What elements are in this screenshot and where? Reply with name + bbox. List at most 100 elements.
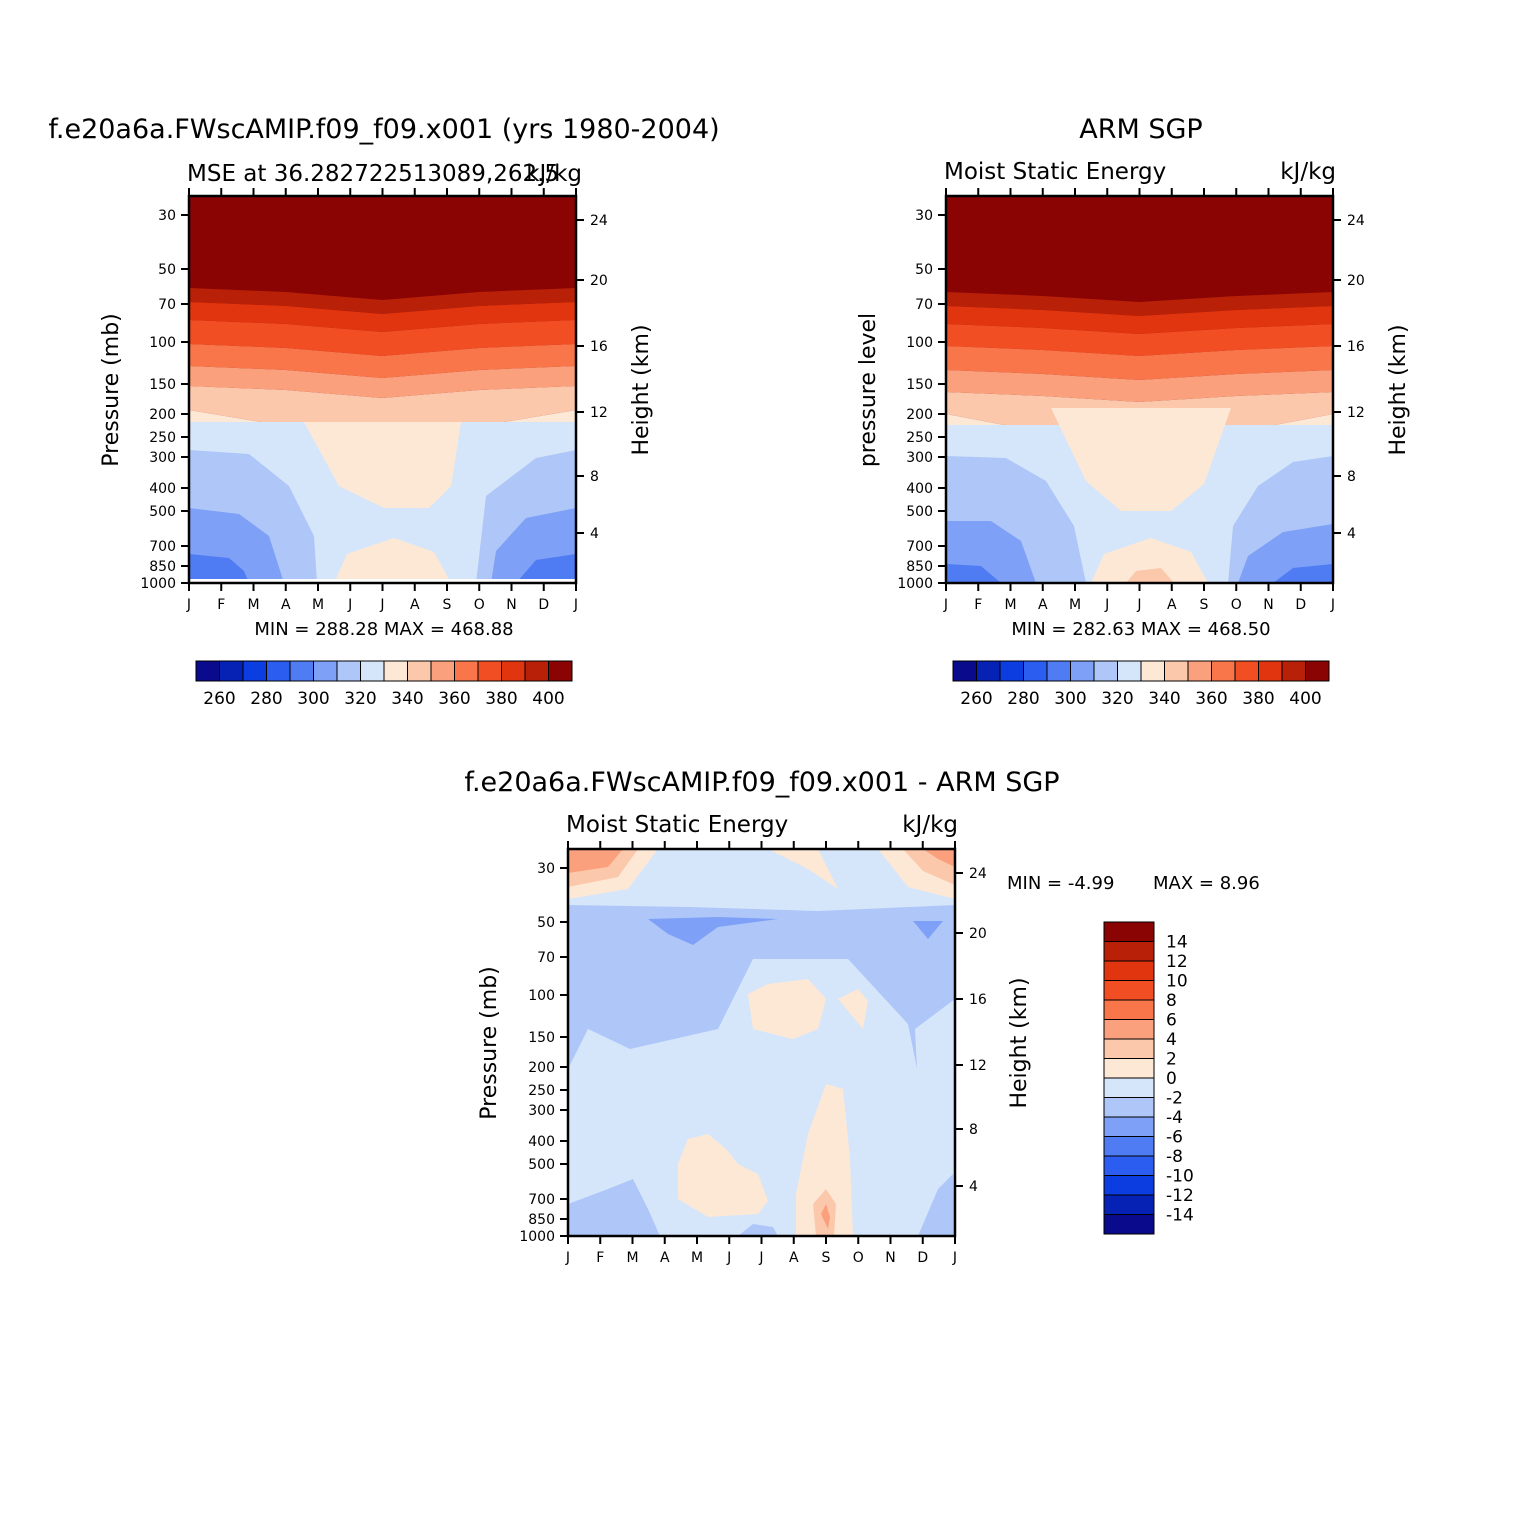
contour-band [568,849,623,873]
colorbar-swatch [1103,999,1155,1020]
colorbar-label: 380 [1242,689,1274,709]
y-tick-label: 700 [528,1192,555,1208]
colorbar-label: 6 [1166,1011,1177,1031]
colorbar-swatch [1023,660,1048,682]
colorbar-swatch [195,660,220,682]
x-tick-label: O [474,597,485,613]
x-tick-label: J [347,597,352,613]
colorbar-swatch [952,660,977,682]
colorbar-swatch [1140,660,1165,682]
contour-band [738,1224,778,1236]
colorbar-label: 340 [391,689,423,709]
colorbar-label: -12 [1166,1186,1194,1206]
x-tick-label: J [1330,597,1335,613]
colorbar-label: 340 [1148,689,1180,709]
colorbar-label: 400 [1289,689,1321,709]
y-tick-label: 30 [158,208,176,224]
colorbar-swatch [1103,960,1155,981]
colorbar-swatch [1187,660,1212,682]
colorbar-label: 300 [1054,689,1086,709]
colorbar-label: 8 [1166,991,1177,1011]
contour-band [678,1134,768,1217]
height-tick-label: 24 [1347,213,1365,229]
colorbar-swatch [1164,660,1189,682]
height-tick-label: 16 [590,339,608,355]
colorbar-label: 10 [1166,972,1188,992]
height-tick-label: 4 [590,526,599,542]
x-tick-label: M [312,597,324,613]
y-tick-label: 850 [528,1212,555,1228]
x-tick-label: D [917,1250,928,1266]
colorbar-label: -8 [1166,1147,1183,1167]
contour-band [304,422,461,508]
x-tick-label: J [726,1250,731,1266]
x-tick-label: N [506,597,516,613]
y-tick-label: 250 [528,1083,555,1099]
y-tick-label: 150 [528,1030,555,1046]
height-tick-label: 12 [590,405,608,421]
contour-field [189,196,576,583]
x-tick-label: M [247,597,259,613]
height-tick-label: 20 [969,926,987,942]
colorbar-swatch [477,660,502,682]
colorbar-swatch [1258,660,1283,682]
x-tick-label: F [217,597,225,613]
colorbar-swatch [336,660,361,682]
x-tick-label: J [758,1250,763,1266]
y-tick-label: 300 [906,450,933,466]
y-tick-label: 100 [528,988,555,1004]
height-axis-title: Height (km) [629,324,654,455]
colorbar-label: 300 [297,689,329,709]
y-axis-title: Pressure (mb) [477,966,502,1120]
colorbar-swatch [1046,660,1071,682]
height-tick-label: 12 [969,1058,987,1074]
colorbar-swatch [454,660,479,682]
contour-band [189,302,576,332]
colorbar-swatch [266,660,291,682]
height-axis-title: Height (km) [1386,324,1411,455]
x-tick-label: J [573,597,578,613]
x-tick-label: D [1295,597,1306,613]
colorbar-swatch [430,660,455,682]
height-tick-label: 8 [590,469,599,485]
colorbar-swatch [1103,980,1155,1001]
colorbar-label: 320 [344,689,376,709]
colorbar-label: 280 [250,689,282,709]
y-tick-label: 30 [537,861,555,877]
axes: J F M A M J J A S O N D J 30 50 70 100 150 200 250 300 400 500… [140,188,608,613]
x-tick-label: F [596,1250,604,1266]
colorbar-label: 400 [532,689,564,709]
colorbar-label: 14 [1166,933,1188,953]
height-axis-title: Height (km) [1007,977,1032,1108]
colorbar-swatch [1093,660,1118,682]
colorbar-swatch [501,660,526,682]
height-tick-label: 16 [969,992,987,1008]
panel-difference: f.e20a6a.FWscAMIP.f09_f09.x001 - ARM SGP… [464,767,1259,1266]
x-tick-label: J [943,597,948,613]
y-axis-title: pressure level [856,313,881,467]
colorbar-swatch [1305,660,1330,682]
colorbar-swatch [289,660,314,682]
panel-subtitle-right: kJ/kg [526,161,582,187]
panel-title: f.e20a6a.FWscAMIP.f09_f09.x001 (yrs 1980… [48,114,719,145]
contour-band [923,849,955,867]
x-tick-label: A [660,1250,670,1266]
contour-band [1051,408,1231,511]
contour-band [189,579,576,583]
x-tick-label: M [626,1250,638,1266]
contour-band [918,1174,955,1236]
colorbar-swatch [1103,1116,1155,1137]
contour-band [1091,538,1208,583]
contour-band [1273,564,1333,583]
colorbar: 260 280 300 320 340 360 380 400 [952,660,1330,709]
x-tick-label: A [789,1250,799,1266]
y-tick-label: 1000 [897,576,933,592]
contour-band [838,989,868,1029]
x-tick-label: F [974,597,982,613]
colorbar-swatch [1103,1136,1155,1157]
contour-band [189,554,249,583]
x-tick-label: J [1136,597,1141,613]
colorbar-swatch [1211,660,1236,682]
colorbar-swatch [1103,1214,1155,1235]
colorbar-swatch [1281,660,1306,682]
